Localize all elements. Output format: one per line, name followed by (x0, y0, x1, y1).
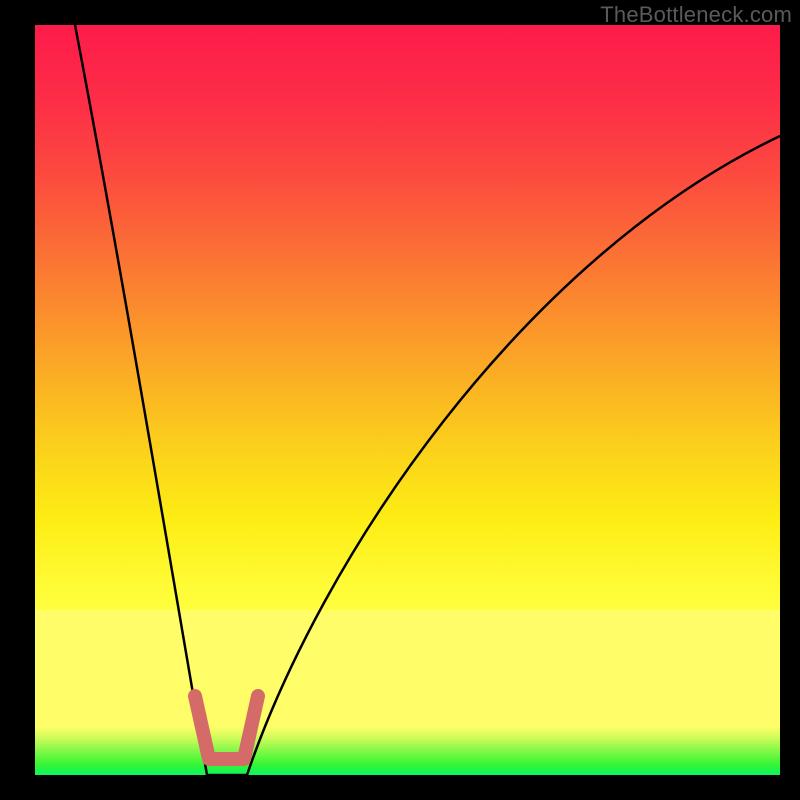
chart-plot-area (35, 25, 780, 775)
watermark-text: TheBottleneck.com (600, 2, 792, 28)
